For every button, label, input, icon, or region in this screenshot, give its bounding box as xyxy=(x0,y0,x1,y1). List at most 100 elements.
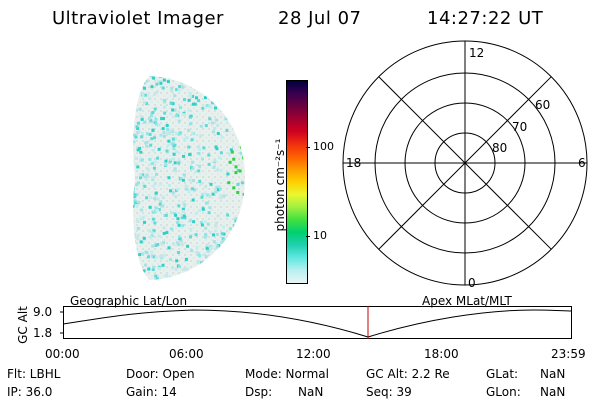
aurora-pixel xyxy=(172,152,176,156)
aurora-pixel xyxy=(170,89,174,93)
aurora-pixel xyxy=(163,99,167,103)
aurora-pixel xyxy=(236,71,239,74)
aurora-pixel xyxy=(226,105,230,109)
aurora-pixel xyxy=(235,80,239,84)
aurora-pixel xyxy=(242,193,245,196)
aurora-pixel xyxy=(187,145,191,149)
aurora-pixel xyxy=(133,199,137,203)
aurora-pixel xyxy=(186,244,190,248)
aurora-pixel xyxy=(136,233,140,237)
aurora-pixel xyxy=(170,142,174,146)
aurora-pixel xyxy=(211,121,214,125)
aurora-pixel xyxy=(175,259,179,263)
aurora-pixel xyxy=(197,209,201,213)
aurora-pixel xyxy=(157,234,161,238)
aurora-pixel xyxy=(160,68,163,71)
aurora-pixel xyxy=(242,246,245,250)
aurora-pixel xyxy=(235,228,239,232)
image-time: 14:27:22 UT xyxy=(427,8,544,29)
aurora-pixel xyxy=(138,146,142,150)
aurora-pixel xyxy=(227,283,230,286)
aurora-pixel xyxy=(141,215,145,219)
aurora-pixel xyxy=(158,202,162,206)
aurora-pixel xyxy=(154,191,158,195)
aurora-pixel xyxy=(220,245,224,249)
aurora-pixel xyxy=(133,101,137,105)
aurora-pixel xyxy=(209,182,213,186)
aurora-pixel xyxy=(182,112,186,116)
aurora-pixel xyxy=(149,143,153,147)
aurora-pixel xyxy=(173,212,177,215)
aurora-pixel xyxy=(218,187,222,191)
aurora-pixel xyxy=(164,163,168,167)
aurora-pixel xyxy=(227,152,231,156)
aurora-pixel xyxy=(160,117,164,121)
aurora-pixel xyxy=(141,252,145,256)
aurora-pixel xyxy=(205,201,208,205)
aurora-pixel xyxy=(149,236,153,240)
aurora-pixel xyxy=(193,188,197,192)
aurora-pixel xyxy=(223,238,227,242)
aurora-pixel xyxy=(210,246,214,249)
aurora-pixel xyxy=(154,255,158,259)
aurora-pixel xyxy=(192,220,196,224)
aurora-pixel xyxy=(219,196,223,200)
aurora-pixel xyxy=(236,267,240,271)
aurora-pixel xyxy=(203,235,207,239)
aurora-pixel xyxy=(231,264,235,268)
mlt-label-18: 18 xyxy=(346,156,362,170)
aurora-pixel xyxy=(153,160,157,164)
aurora-pixel xyxy=(186,285,189,288)
aurora-pixel xyxy=(188,115,192,119)
aurora-pixel xyxy=(181,178,185,182)
aurora-pixel xyxy=(236,182,240,186)
aurora-pixel xyxy=(186,286,189,289)
aurora-pixel xyxy=(164,213,168,217)
aurora-pixel xyxy=(173,161,177,165)
aurora-pixel xyxy=(189,122,192,126)
aurora-pixel xyxy=(164,274,168,277)
color-scale-label-10: 10 xyxy=(313,229,327,242)
aurora-pixel xyxy=(233,253,237,257)
door-field: Door: Open xyxy=(126,367,195,381)
aurora-pixel xyxy=(222,76,226,79)
aurora-pixel xyxy=(230,262,233,266)
aurora-pixel xyxy=(179,275,182,278)
aurora-pixel xyxy=(247,147,250,150)
aurora-pixel xyxy=(198,179,202,183)
aurora-pixel xyxy=(248,211,251,214)
aurora-pixel xyxy=(133,190,135,194)
gc-alt-tick-high: 9.0 xyxy=(33,305,53,319)
aurora-pixel xyxy=(226,213,230,217)
aurora-pixel xyxy=(153,107,157,111)
aurora-pixel xyxy=(204,96,207,100)
aurora-pixel xyxy=(175,88,179,92)
aurora-pixel xyxy=(215,245,219,249)
aurora-pixel xyxy=(187,190,191,194)
aurora-pixel xyxy=(172,157,176,161)
glat-label: GLat: xyxy=(486,367,519,381)
image-date: 28 Jul 07 xyxy=(278,8,362,29)
aurora-pixel xyxy=(156,208,160,212)
aurora-pixel xyxy=(162,78,166,82)
aurora-pixel xyxy=(190,249,194,253)
aurora-pixel xyxy=(168,278,172,280)
aurora-pixel xyxy=(167,176,171,180)
aurora-pixel xyxy=(164,284,167,287)
aurora-pixel xyxy=(139,240,143,244)
aurora-pixel xyxy=(133,246,135,250)
aurora-pixel xyxy=(157,123,161,127)
aurora-pixel xyxy=(236,96,240,100)
aurora-pixel xyxy=(137,129,141,133)
aurora-pixel xyxy=(135,204,139,207)
aurora-pixel xyxy=(216,263,220,267)
aurora-pixel xyxy=(225,129,229,133)
aurora-pixel xyxy=(218,84,222,87)
aurora-pixel xyxy=(169,157,173,161)
aurora-pixel xyxy=(219,151,223,155)
aurora-pixel xyxy=(151,217,155,221)
aurora-pixel xyxy=(189,78,193,82)
mlat-label-70: 70 xyxy=(512,120,528,134)
aurora-pixel xyxy=(153,70,156,73)
aurora-pixel xyxy=(147,283,150,286)
